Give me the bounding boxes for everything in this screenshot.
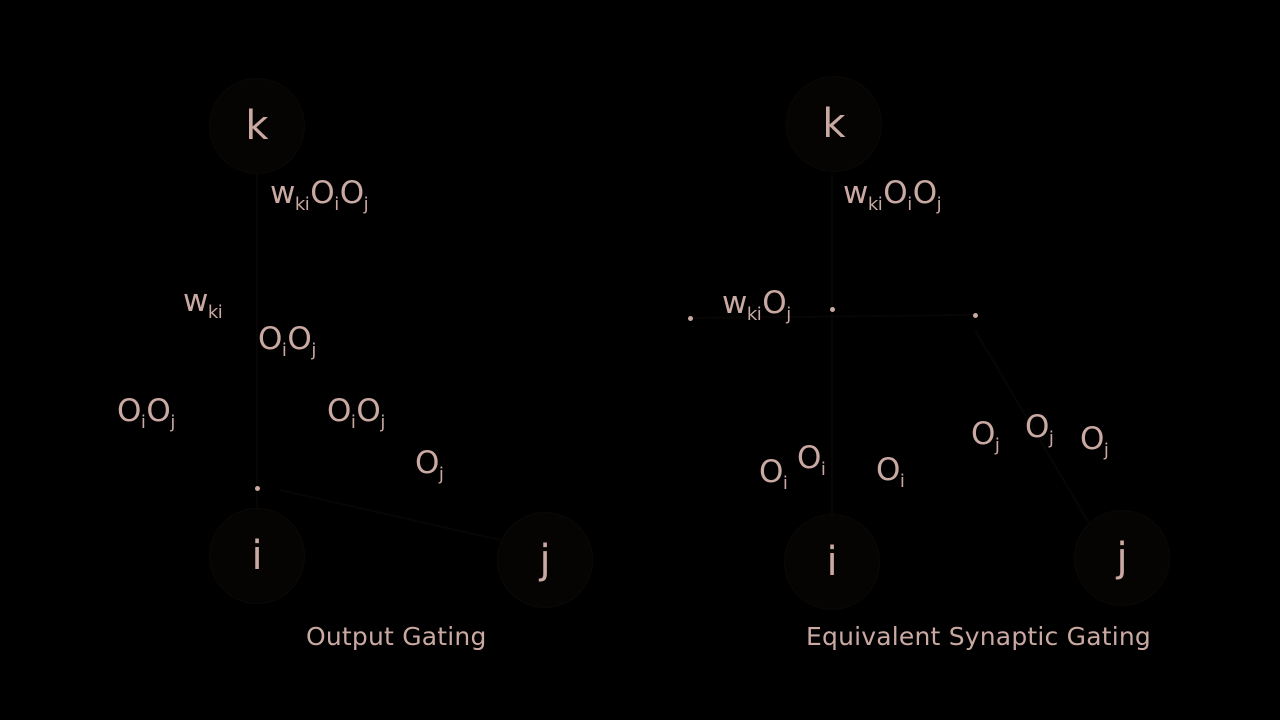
left-node-i: i (209, 508, 305, 604)
left-node-k-label: k (245, 103, 269, 149)
right-label-oi-left: Oi (759, 454, 788, 494)
right-label-wki-oi-oj-top: wkiOiOj (843, 175, 942, 215)
left-label-oi-oj-mid: OiOj (258, 321, 316, 361)
right-label-oi-right: Oi (876, 452, 905, 492)
left-node-j-label: j (539, 537, 551, 583)
left-label-oj: Oj (415, 445, 444, 485)
left-label-oi-oj-center: OiOj (327, 393, 385, 433)
right-label-oj-1: Oj (971, 416, 1000, 456)
right-label-wki-oj: wkiOj (722, 285, 791, 325)
left-label-wki: wki (183, 283, 223, 323)
right-node-i: i (784, 514, 880, 610)
left-caption: Output Gating (306, 622, 487, 651)
right-node-i-label: i (826, 539, 838, 585)
right-label-oj-3: Oj (1080, 421, 1109, 461)
left-node-k: k (209, 78, 305, 174)
right-node-k: k (786, 76, 882, 172)
edge-right-gate-to-gate (689, 314, 976, 319)
right-node-j-label: j (1116, 535, 1128, 581)
left-label-oi-oj-left: OiOj (117, 393, 175, 433)
right-multiply-dot-left (687, 315, 693, 321)
right-node-k-label: k (822, 101, 846, 147)
right-node-j: j (1074, 510, 1170, 606)
right-label-oj-2: Oj (1025, 409, 1054, 449)
edge-left-j-to-gate (279, 489, 501, 541)
left-label-wki-oi-oj-top: wkiOiOj (270, 175, 369, 215)
left-multiply-dot (254, 485, 260, 491)
right-label-oi-mid: Oi (797, 440, 826, 480)
right-caption: Equivalent Synaptic Gating (806, 622, 1151, 651)
edge-right-j-to-gate (974, 329, 1091, 526)
right-multiply-dot-center (829, 306, 835, 312)
right-multiply-dot-right (972, 312, 978, 318)
left-node-i-label: i (251, 533, 263, 579)
left-node-j: j (497, 512, 593, 608)
